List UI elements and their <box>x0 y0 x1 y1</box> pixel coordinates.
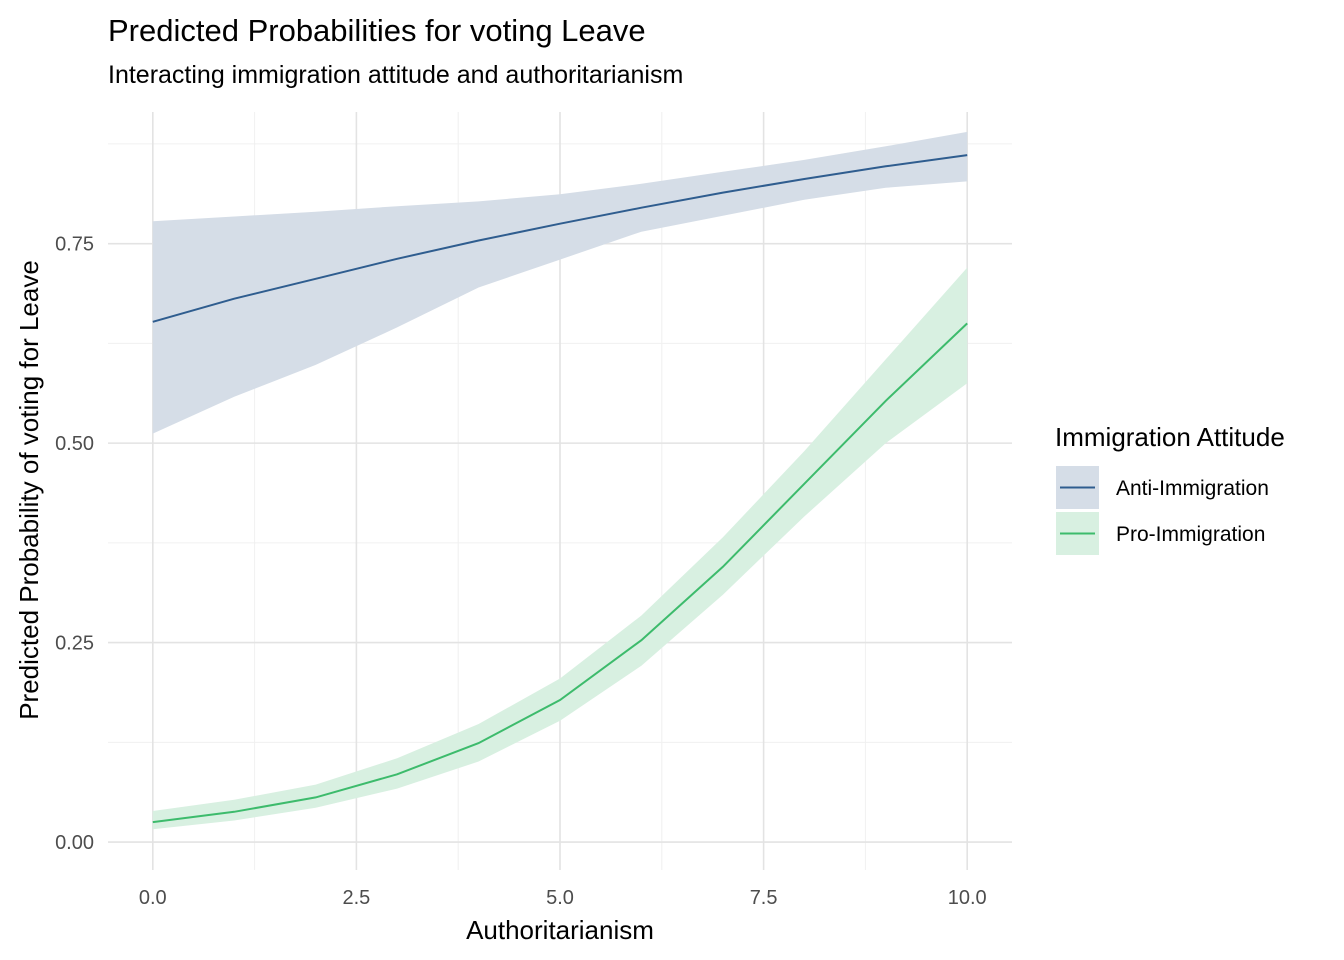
line-anti-immigration <box>152 154 968 323</box>
legend-label: Pro-Immigration <box>1116 523 1265 546</box>
y-tick-label: 0.00 <box>55 832 94 854</box>
y-tick-label: 0.50 <box>55 433 94 455</box>
series-lines <box>152 154 968 824</box>
y-axis-ticks: 0.00 0.25 0.50 0.75 <box>55 234 94 854</box>
chart-title: Predicted Probabilities for voting Leave <box>108 13 646 48</box>
x-axis-ticks: 0.0 2.5 5.0 7.5 10.0 <box>139 887 987 909</box>
y-tick-label: 0.75 <box>55 234 94 256</box>
legend: Immigration Attitude Anti-Immigration Pro… <box>1055 422 1285 555</box>
legend-items: Anti-Immigration Pro-Immigration <box>1056 466 1269 555</box>
y-tick-label: 0.25 <box>55 633 94 655</box>
line-pro-immigration <box>152 322 968 824</box>
y-axis-title: Predicted Probability of voting for Leav… <box>14 260 44 720</box>
x-tick-label: 7.5 <box>750 887 778 909</box>
x-tick-label: 5.0 <box>546 887 574 909</box>
ribbon-anti-immigration <box>152 131 968 434</box>
legend-title: Immigration Attitude <box>1055 422 1285 452</box>
x-axis-title: Authoritarianism <box>466 915 654 945</box>
x-tick-label: 10.0 <box>948 887 987 909</box>
chart-subtitle: Interacting immigration attitude and aut… <box>108 61 683 89</box>
legend-label: Anti-Immigration <box>1116 477 1269 500</box>
confidence-ribbons <box>152 131 968 830</box>
x-tick-label: 2.5 <box>342 887 370 909</box>
legend-item: Pro-Immigration <box>1056 512 1265 555</box>
ribbon-pro-immigration <box>152 267 968 830</box>
x-tick-label: 0.0 <box>139 887 167 909</box>
legend-item: Anti-Immigration <box>1056 466 1269 509</box>
